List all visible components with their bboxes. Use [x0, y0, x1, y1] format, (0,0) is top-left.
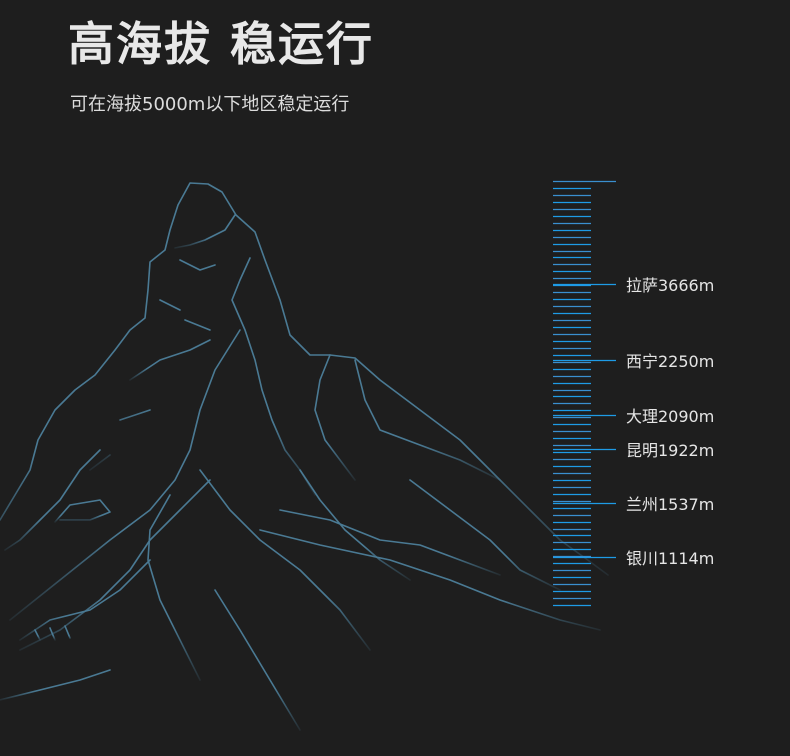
altitude-marker-label: 西宁2250m	[626, 352, 715, 371]
altitude-marker-label: 拉萨3666m	[626, 276, 715, 295]
page-subtitle: 可在海拔5000m以下地区稳定运行	[70, 94, 350, 115]
altitude-marker-label: 银川1114m	[626, 549, 715, 568]
altitude-marker-label: 兰州1537m	[626, 495, 715, 514]
altitude-marker-label: 昆明1922m	[626, 441, 715, 460]
altitude-marker-label: 大理2090m	[626, 407, 715, 426]
mountain-outline	[0, 182, 609, 576]
page-title: 高海拔 稳运行	[68, 17, 375, 71]
